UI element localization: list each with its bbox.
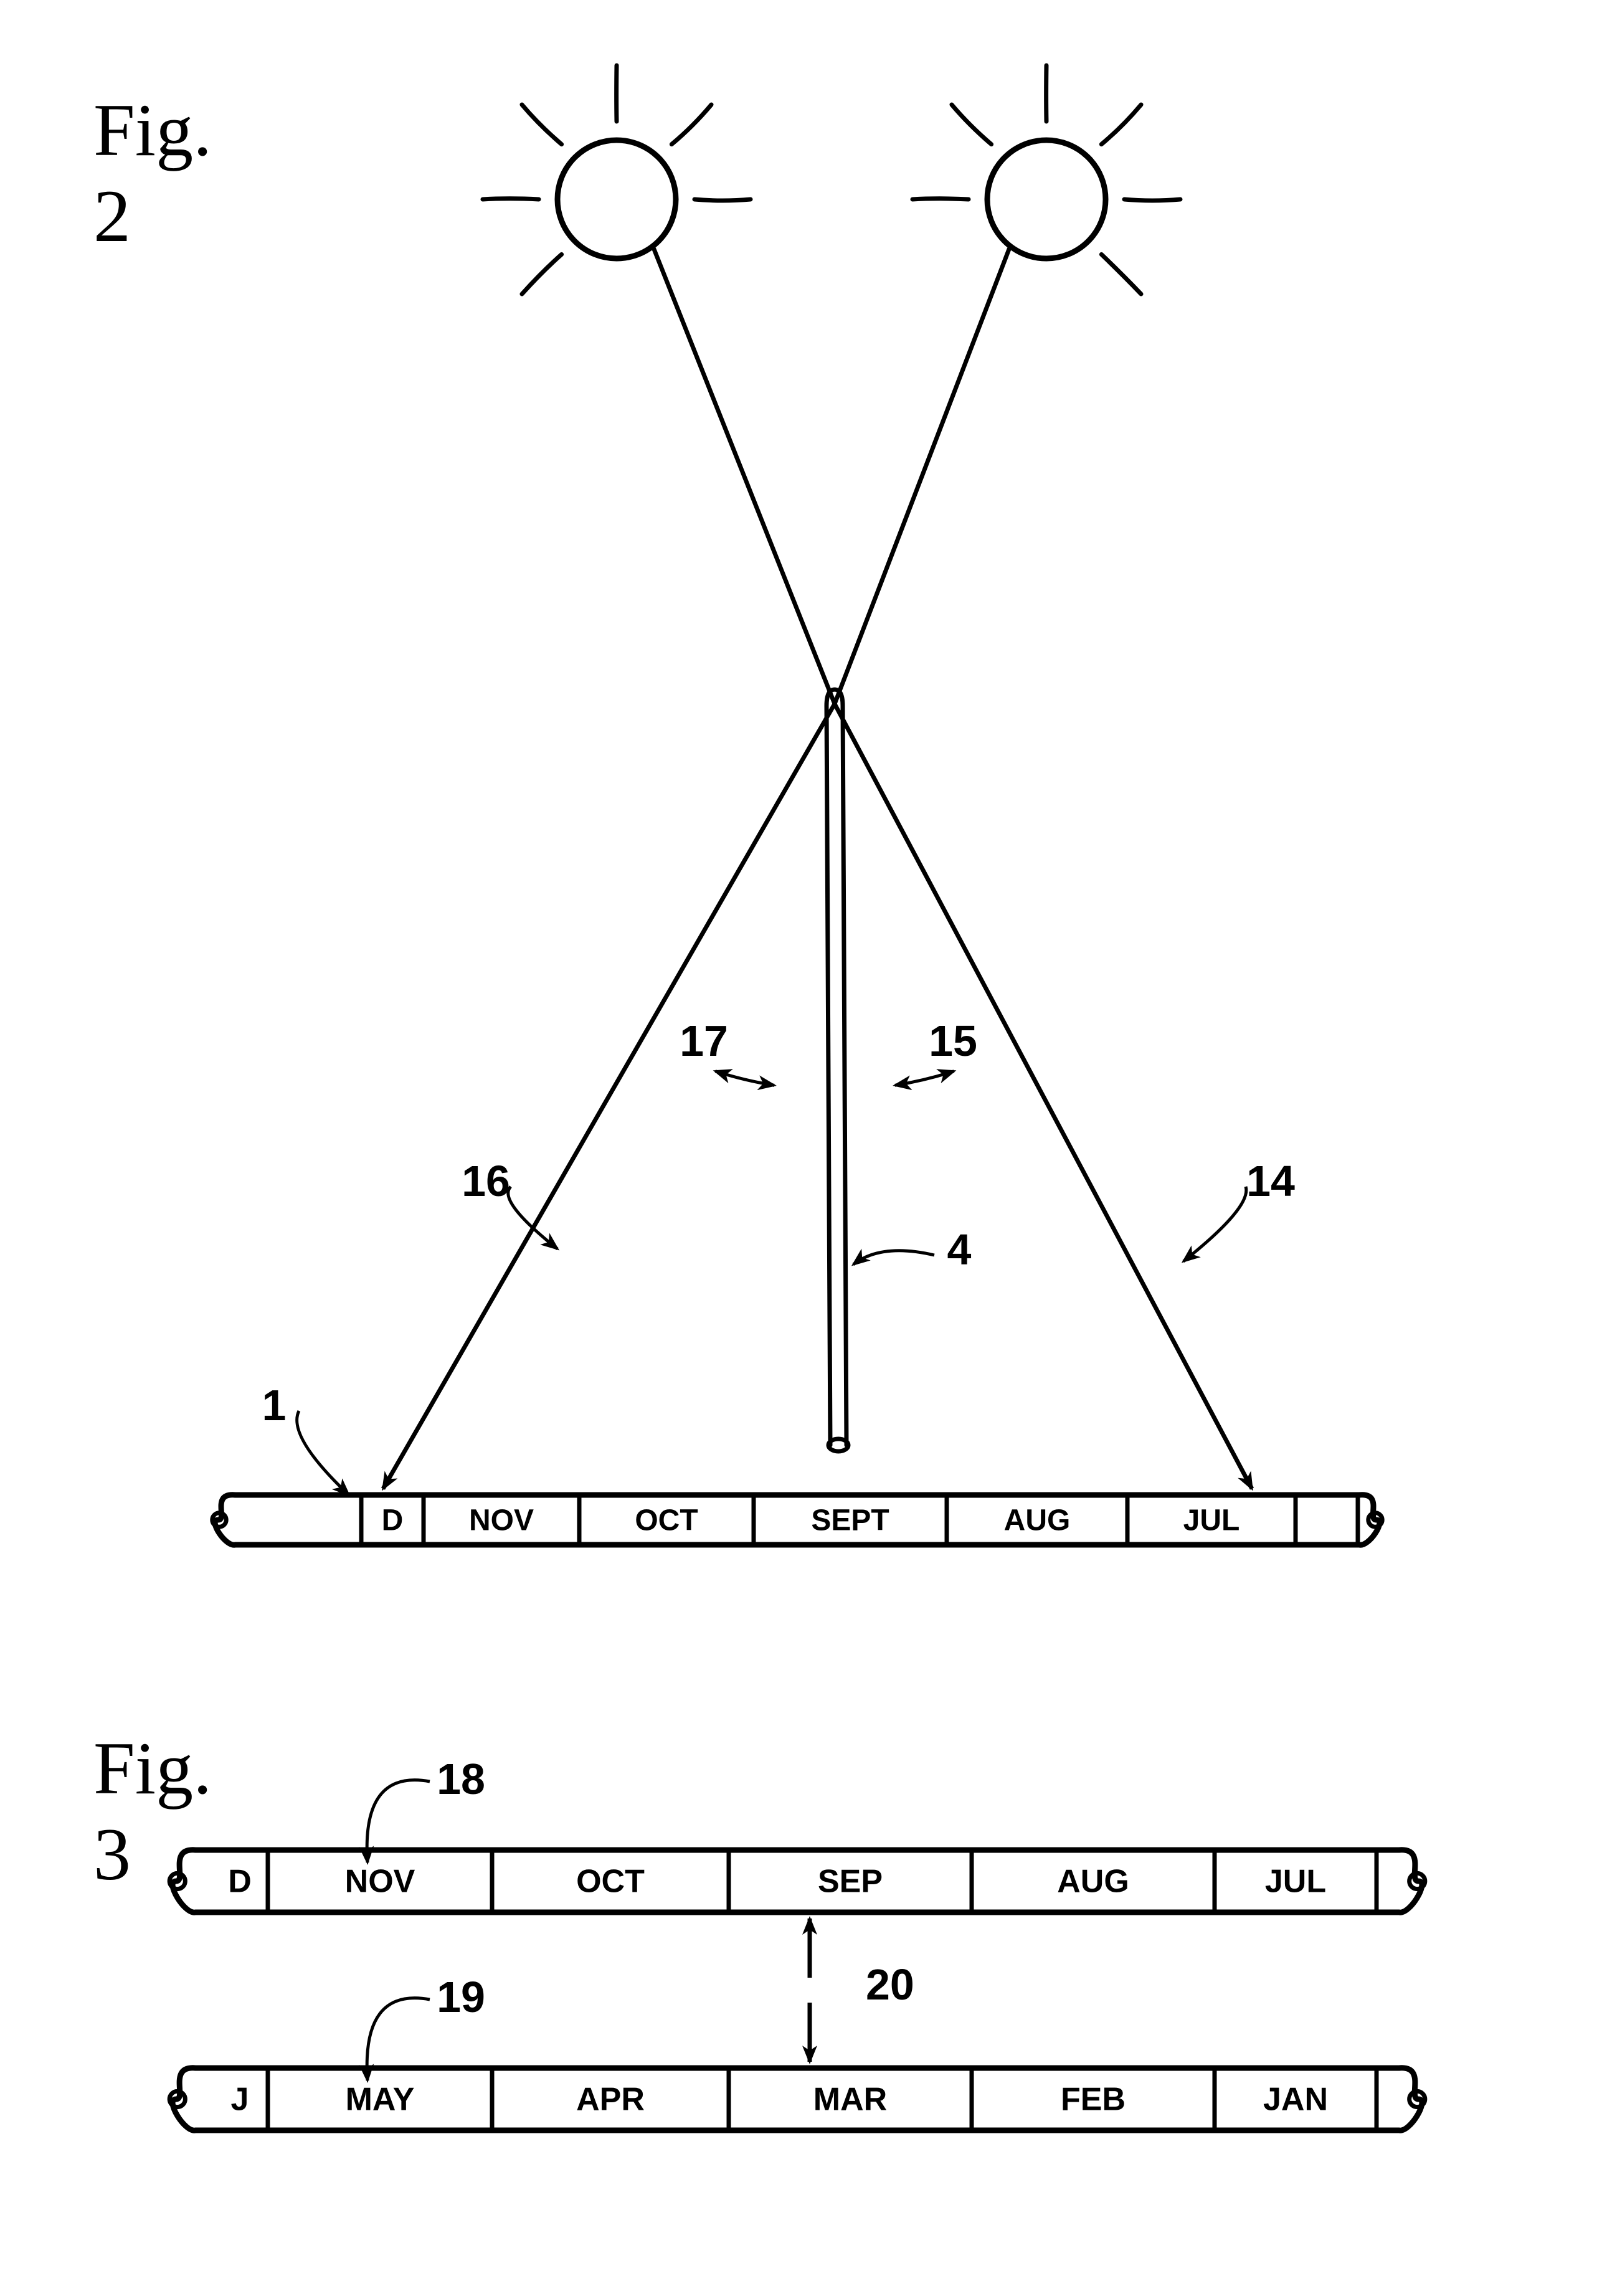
svg-text:20: 20 bbox=[866, 1960, 914, 2009]
svg-text:JUL: JUL bbox=[1265, 1864, 1326, 1900]
sun-ray-left-lower bbox=[835, 704, 1252, 1489]
svg-text:18: 18 bbox=[437, 1755, 485, 1803]
svg-text:NOV: NOV bbox=[345, 1864, 415, 1900]
svg-text:JUL: JUL bbox=[1183, 1504, 1240, 1537]
ref-4: 4 bbox=[853, 1225, 972, 1274]
ref-17: 17 bbox=[680, 1017, 728, 1065]
svg-text:APR: APR bbox=[576, 2082, 645, 2118]
diagram-canvas: 1414151617DNOVOCTSEPTAUGJUL DNOVOCTSEPAU… bbox=[0, 0, 1602, 2296]
sun-ray-right-upper bbox=[835, 249, 1009, 704]
angle-arc-15 bbox=[895, 1071, 954, 1086]
ref-16: 16 bbox=[462, 1157, 557, 1249]
ref-15: 15 bbox=[929, 1017, 977, 1065]
svg-text:17: 17 bbox=[680, 1017, 728, 1065]
svg-text:SEP: SEP bbox=[818, 1864, 883, 1900]
figure-3-group: D NOV OCT SEP AUG JUL J MAY APR MAR FEB JAN 18 19 20 bbox=[169, 1755, 1425, 2130]
sun-icon bbox=[483, 65, 751, 294]
figure-3-label-text: Fig. 3 bbox=[93, 1725, 212, 1897]
svg-text:AUG: AUG bbox=[1057, 1864, 1129, 1900]
ref-18: 18 bbox=[367, 1755, 485, 1862]
svg-text:OCT: OCT bbox=[576, 1864, 645, 1900]
ref-14: 14 bbox=[1183, 1157, 1295, 1261]
gnomon bbox=[827, 690, 848, 1451]
figure-2-group: 1414151617DNOVOCTSEPTAUGJUL bbox=[212, 65, 1382, 1545]
fig2-scale: D NOV OCT SEPT AUG JUL bbox=[212, 1495, 1382, 1545]
svg-text:J: J bbox=[231, 2082, 249, 2118]
svg-text:MAY: MAY bbox=[346, 2082, 415, 2118]
svg-text:16: 16 bbox=[462, 1157, 510, 1205]
sun-icon bbox=[912, 65, 1180, 294]
figure-2-label-text: Fig. 2 bbox=[93, 87, 212, 259]
sun-ray-left-upper bbox=[654, 249, 835, 704]
angle-arc-17 bbox=[715, 1071, 774, 1086]
svg-text:NOV: NOV bbox=[469, 1504, 534, 1537]
svg-text:19: 19 bbox=[437, 1973, 485, 2021]
ref-19: 19 bbox=[367, 1973, 485, 2080]
svg-text:JAN: JAN bbox=[1263, 2082, 1328, 2118]
svg-text:FEB: FEB bbox=[1061, 2082, 1126, 2118]
svg-text:MAR: MAR bbox=[813, 2082, 887, 2118]
svg-text:D: D bbox=[382, 1504, 404, 1537]
svg-text:AUG: AUG bbox=[1004, 1504, 1071, 1537]
fig3-scale-bot: J MAY APR MAR FEB JAN bbox=[169, 2068, 1425, 2130]
svg-text:OCT: OCT bbox=[635, 1504, 698, 1537]
sun-ray-right-lower bbox=[383, 704, 835, 1489]
svg-text:4: 4 bbox=[947, 1225, 972, 1274]
svg-text:14: 14 bbox=[1246, 1157, 1295, 1205]
ref-20: 20 bbox=[810, 1919, 914, 2062]
fig3-scale-top: D NOV OCT SEP AUG JUL bbox=[169, 1850, 1425, 1912]
svg-text:D: D bbox=[228, 1864, 252, 1900]
svg-text:15: 15 bbox=[929, 1017, 977, 1065]
svg-text:SEPT: SEPT bbox=[811, 1504, 889, 1537]
svg-text:1: 1 bbox=[262, 1381, 287, 1430]
ref-1: 1 bbox=[262, 1381, 349, 1495]
